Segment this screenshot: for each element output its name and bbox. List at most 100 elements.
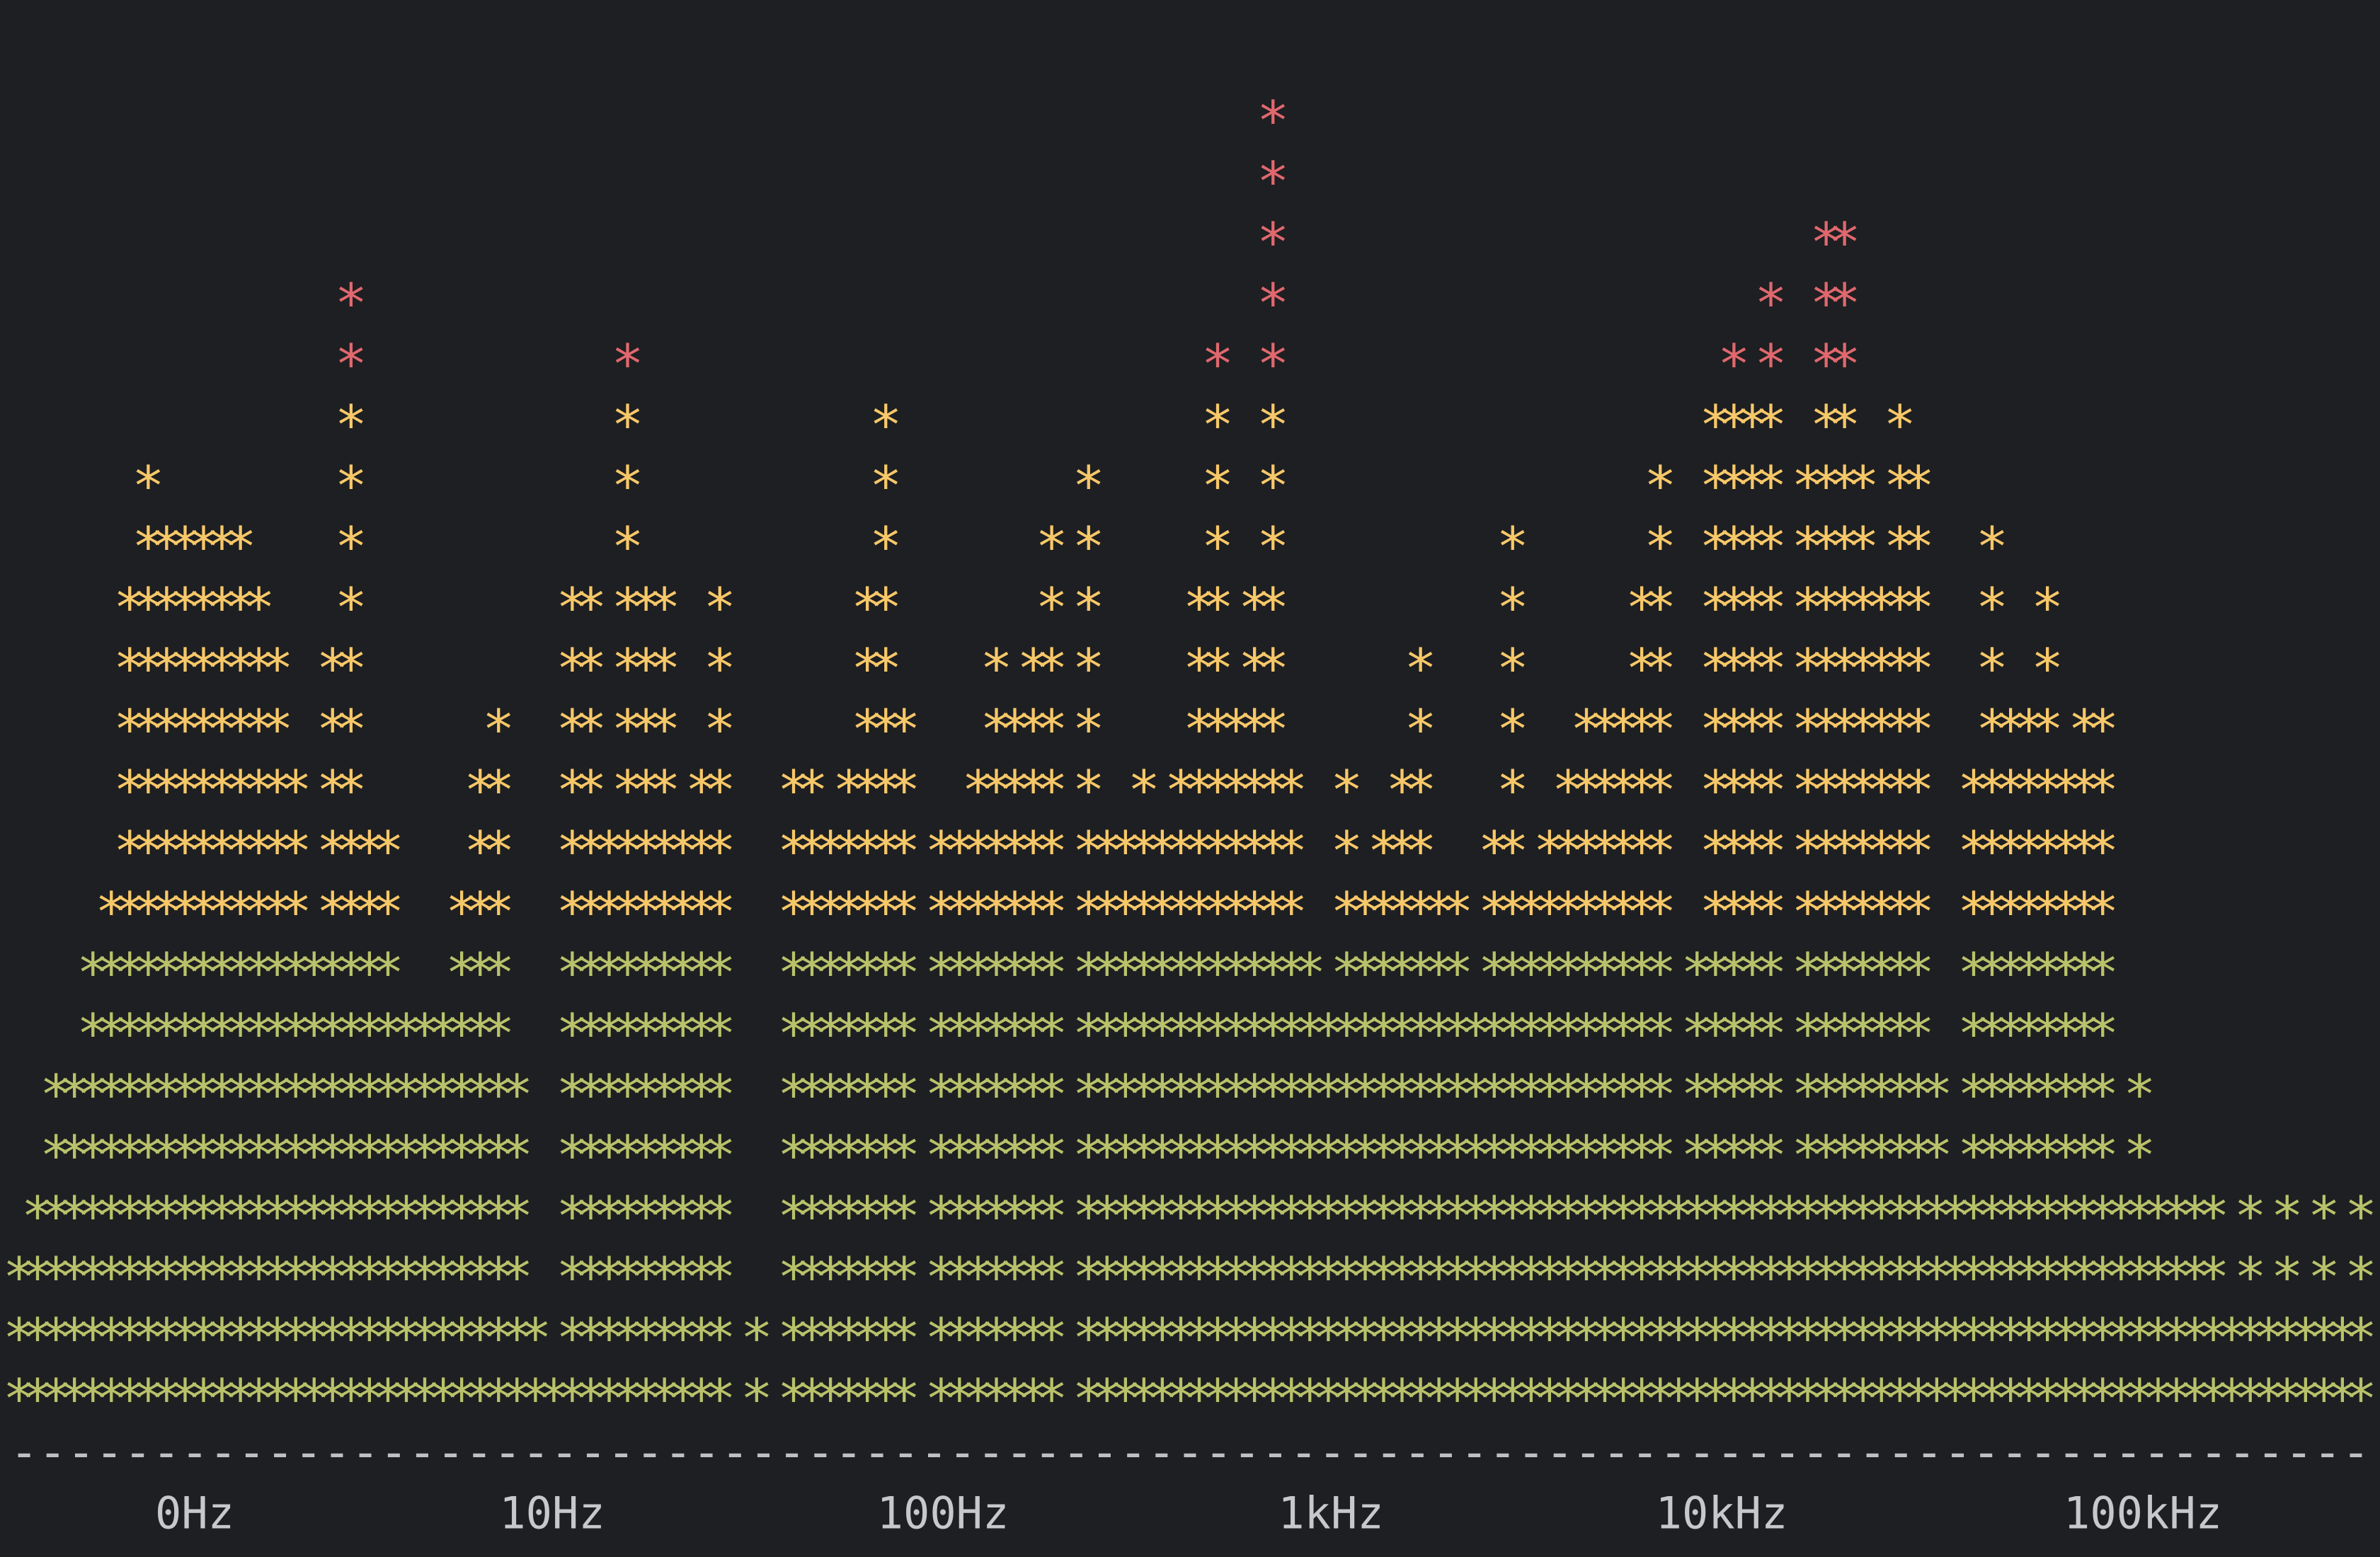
- spectrum-bar-cell: *: [408, 1306, 441, 1369]
- spectrum-bar-cell: *: [169, 1002, 202, 1065]
- spectrum-bar-cell: *: [2308, 1367, 2340, 1430]
- spectrum-bar-cell: *: [1792, 698, 1824, 761]
- spectrum-bar-cell: *: [2031, 759, 2064, 822]
- spectrum-bar-cell: *: [1331, 1063, 1363, 1126]
- spectrum-bar-cell: *: [593, 941, 626, 1004]
- spectrum-bar-cell: *: [814, 1306, 847, 1369]
- spectrum-bar-cell: *: [1183, 1185, 1215, 1248]
- spectrum-bar-cell: *: [1644, 1002, 1676, 1065]
- spectrum-bar-cell: *: [980, 1246, 1013, 1309]
- spectrum-bar-cell: *: [1957, 1002, 1990, 1065]
- spectrum-bar-cell: *: [151, 1306, 183, 1369]
- spectrum-bar-cell: *: [1460, 1002, 1492, 1065]
- spectrum-bar-cell: *: [869, 1124, 902, 1187]
- spectrum-bar-cell: *: [648, 1063, 681, 1126]
- spectrum-bar-cell: *: [206, 515, 239, 578]
- spectrum-bar-cell: *: [2049, 759, 2082, 822]
- spectrum-bar-cell: *: [888, 1124, 920, 1187]
- spectrum-bar-cell: *: [1810, 1367, 1843, 1430]
- spectrum-bar-cell: *: [648, 1367, 681, 1430]
- spectrum-bar-cell: *: [1128, 941, 1160, 1004]
- spectrum-bar-cell: *: [1699, 637, 1732, 700]
- spectrum-bar-cell: *: [316, 637, 349, 700]
- spectrum-bar-cell: *: [1792, 941, 1824, 1004]
- spectrum-bar-cell: *: [243, 1367, 275, 1430]
- spectrum-bar-cell: *: [1386, 820, 1419, 883]
- spectrum-bar-cell: *: [1847, 1367, 1880, 1430]
- spectrum-bar-cell: *: [1644, 759, 1676, 822]
- spectrum-bar-cell: *: [1257, 1002, 1289, 1065]
- spectrum-bar-cell: *: [648, 1306, 681, 1369]
- spectrum-bar-cell: *: [1201, 1246, 1234, 1309]
- spectrum-bar-cell: *: [1717, 1246, 1750, 1309]
- spectrum-bar-cell: *: [1072, 1124, 1105, 1187]
- spectrum-bar-cell: *: [1091, 1185, 1123, 1248]
- spectrum-bar-cell: *: [704, 759, 736, 822]
- spectrum-bar-cell: *: [2179, 1306, 2212, 1369]
- spectrum-bar-cell: *: [1902, 1306, 1935, 1369]
- spectrum-bar-cell: *: [1737, 759, 1769, 822]
- spectrum-bar-cell: *: [537, 1367, 570, 1430]
- spectrum-bar-cell: *: [1994, 1185, 2027, 1248]
- spectrum-bar-cell: *: [2197, 1367, 2230, 1430]
- spectrum-bar-cell: *: [1238, 941, 1271, 1004]
- spectrum-bar-cell: *: [482, 1246, 515, 1309]
- spectrum-bar-cell: *: [1755, 393, 1787, 456]
- spectrum-bar-cell: *: [1884, 698, 1916, 761]
- spectrum-bar-cell: *: [1902, 454, 1935, 517]
- spectrum-bar-cell: *: [1275, 820, 1308, 883]
- spectrum-bar-cell: *: [113, 1002, 146, 1065]
- spectrum-bar-cell: *: [464, 759, 496, 822]
- spectrum-bar-cell: *: [1201, 1124, 1234, 1187]
- spectrum-bar-cell: *: [1884, 1185, 1916, 1248]
- spectrum-bar-cell: *: [1884, 1367, 1916, 1430]
- spectrum-bar-cell: *: [169, 1306, 202, 1369]
- spectrum-bar-cell: *: [575, 1246, 607, 1309]
- spectrum-bar-cell: *: [2031, 1185, 2064, 1248]
- spectrum-bar-cell: *: [1939, 1306, 1972, 1369]
- spectrum-bar-cell: *: [1183, 576, 1215, 639]
- spectrum-bar-cell: *: [445, 880, 478, 943]
- spectrum-bar-cell: *: [1737, 1306, 1769, 1369]
- spectrum-bar-cell: *: [1570, 941, 1603, 1004]
- spectrum-bar-cell: *: [1220, 759, 1252, 822]
- spectrum-bar-cell: *: [353, 941, 386, 1004]
- spectrum-bar-cell: *: [188, 1246, 220, 1309]
- spectrum-bar-cell: *: [1017, 1063, 1050, 1126]
- spectrum-bar-cell: *: [814, 941, 847, 1004]
- spectrum-bar-cell: *: [445, 1063, 478, 1126]
- spectrum-bar-cell: *: [1755, 576, 1787, 639]
- spectrum-bar-cell: *: [1957, 1063, 1990, 1126]
- spectrum-bar-cell: *: [335, 880, 367, 943]
- spectrum-bar-cell: *: [1737, 1246, 1769, 1309]
- spectrum-bar-cell: *: [1737, 393, 1769, 456]
- spectrum-bar-cell: *: [980, 880, 1013, 943]
- spectrum-bar-cell: *: [482, 1002, 515, 1065]
- spectrum-bar-cell: *: [58, 1063, 91, 1126]
- spectrum-bar-cell: *: [298, 1063, 331, 1126]
- spectrum-bar-cell: *: [95, 880, 127, 943]
- spectrum-bar-cell: *: [667, 941, 699, 1004]
- spectrum-bar-cell: *: [1533, 1185, 1566, 1248]
- spectrum-bar-cell: *: [630, 1124, 663, 1187]
- spectrum-bar-cell: *: [1662, 1185, 1695, 1248]
- spectrum-bar-cell: *: [1201, 698, 1234, 761]
- spectrum-bar-cell: *: [1201, 1367, 1234, 1430]
- spectrum-bar-cell: *: [1792, 1063, 1824, 1126]
- spectrum-bar-cell: *: [1699, 1246, 1732, 1309]
- spectrum-bar-cell: *: [1976, 1124, 2008, 1187]
- spectrum-bar-cell: *: [1902, 820, 1935, 883]
- spectrum-bar-cell: *: [1201, 393, 1234, 456]
- spectrum-bar-cell: *: [1976, 941, 2008, 1004]
- spectrum-bar-cell: *: [1644, 1367, 1676, 1430]
- spectrum-bar-cell: *: [556, 820, 589, 883]
- spectrum-bar-cell: *: [519, 1306, 551, 1369]
- spectrum-bar-cell: *: [1884, 1124, 1916, 1187]
- spectrum-bar-cell: *: [1847, 698, 1880, 761]
- spectrum-bar-cell: *: [243, 941, 275, 1004]
- spectrum-bar-cell: *: [777, 1124, 810, 1187]
- spectrum-bar-cell: *: [869, 1002, 902, 1065]
- spectrum-bar-cell: *: [1699, 576, 1732, 639]
- spectrum-bar-cell: *: [132, 637, 164, 700]
- spectrum-bar-cell: *: [76, 1002, 109, 1065]
